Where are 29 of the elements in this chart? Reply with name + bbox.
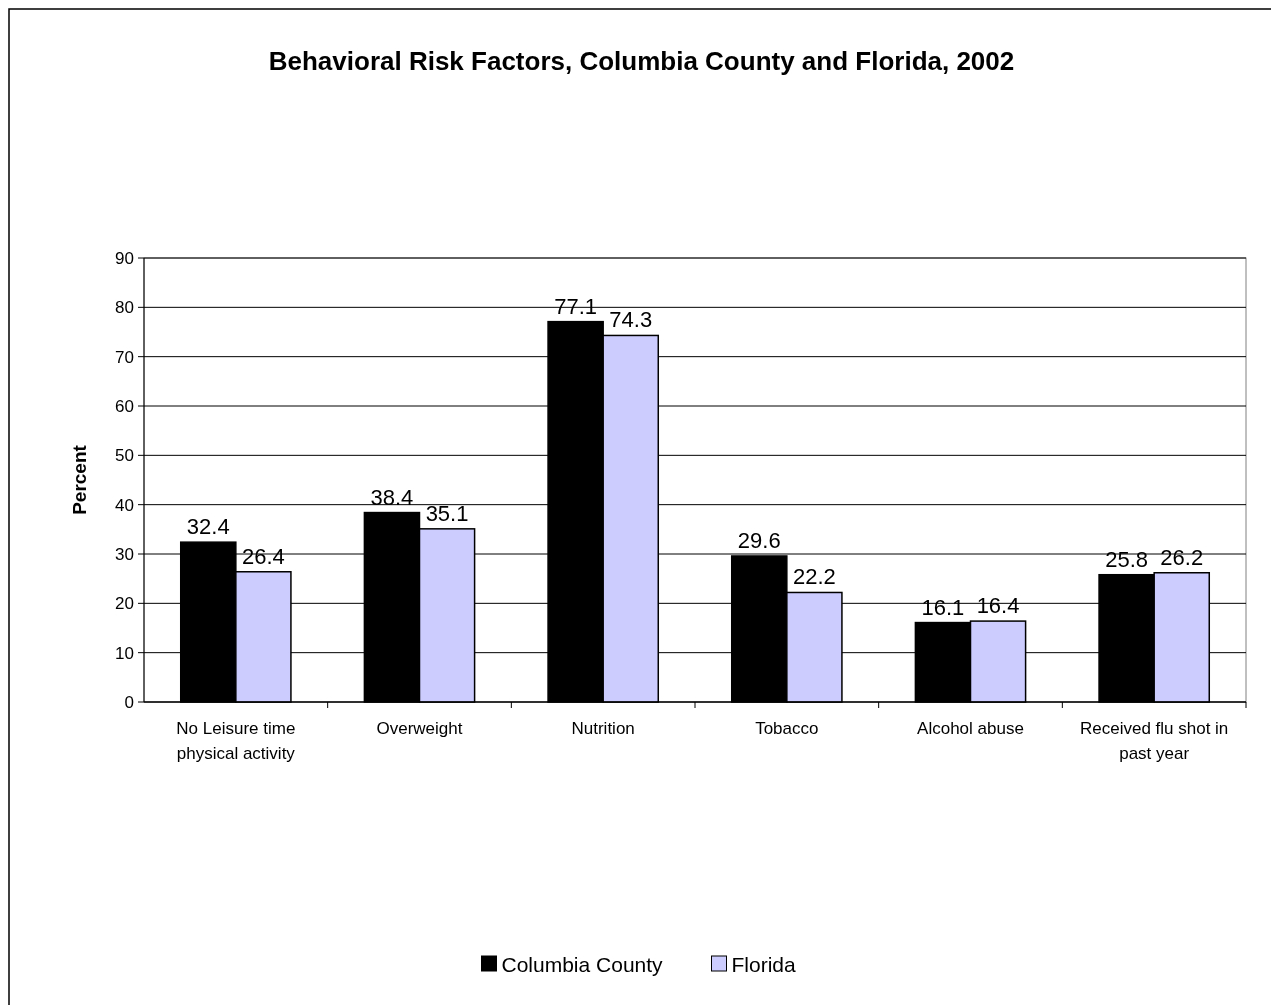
data-label: 25.8 [1105,546,1149,572]
x-tick-label: Received flu shot in past year [1079,719,1229,763]
y-tick-label: 60 [115,396,134,416]
data-label: 38.4 [370,484,414,510]
y-tick-label: 40 [115,495,134,515]
x-tick-label: Nutrition [571,719,635,738]
data-label: 74.3 [609,307,653,333]
y-tick-label: 30 [115,544,134,564]
y-axis-title: Percent [69,444,90,515]
x-tick-label: No Leisure time physical activity [176,719,296,763]
data-label: 26.2 [1160,544,1204,570]
data-label: 32.4 [186,514,230,540]
y-tick-label: 50 [115,446,134,466]
legend-label: Columbia County [501,953,664,977]
legend-label: Florida [731,953,797,977]
y-tick-label: 0 [124,692,134,712]
data-label: 29.6 [737,527,781,553]
y-tick-label: 90 [115,248,134,268]
chart-title: Behavioral Risk Factors, Columbia County and Florida, 2002 [268,46,1015,76]
x-tick-label: Overweight [376,719,463,738]
y-tick-label: 10 [115,643,134,663]
y-tick-label: 80 [115,298,134,318]
data-label: 35.1 [425,500,469,526]
data-label: 22.2 [792,564,836,590]
y-tick-label: 70 [115,347,134,367]
data-label: 26.4 [241,543,285,569]
x-tick-label: Tobacco [755,719,819,738]
y-tick-label: 20 [115,594,134,614]
x-tick-label: Alcohol abuse [917,719,1024,738]
